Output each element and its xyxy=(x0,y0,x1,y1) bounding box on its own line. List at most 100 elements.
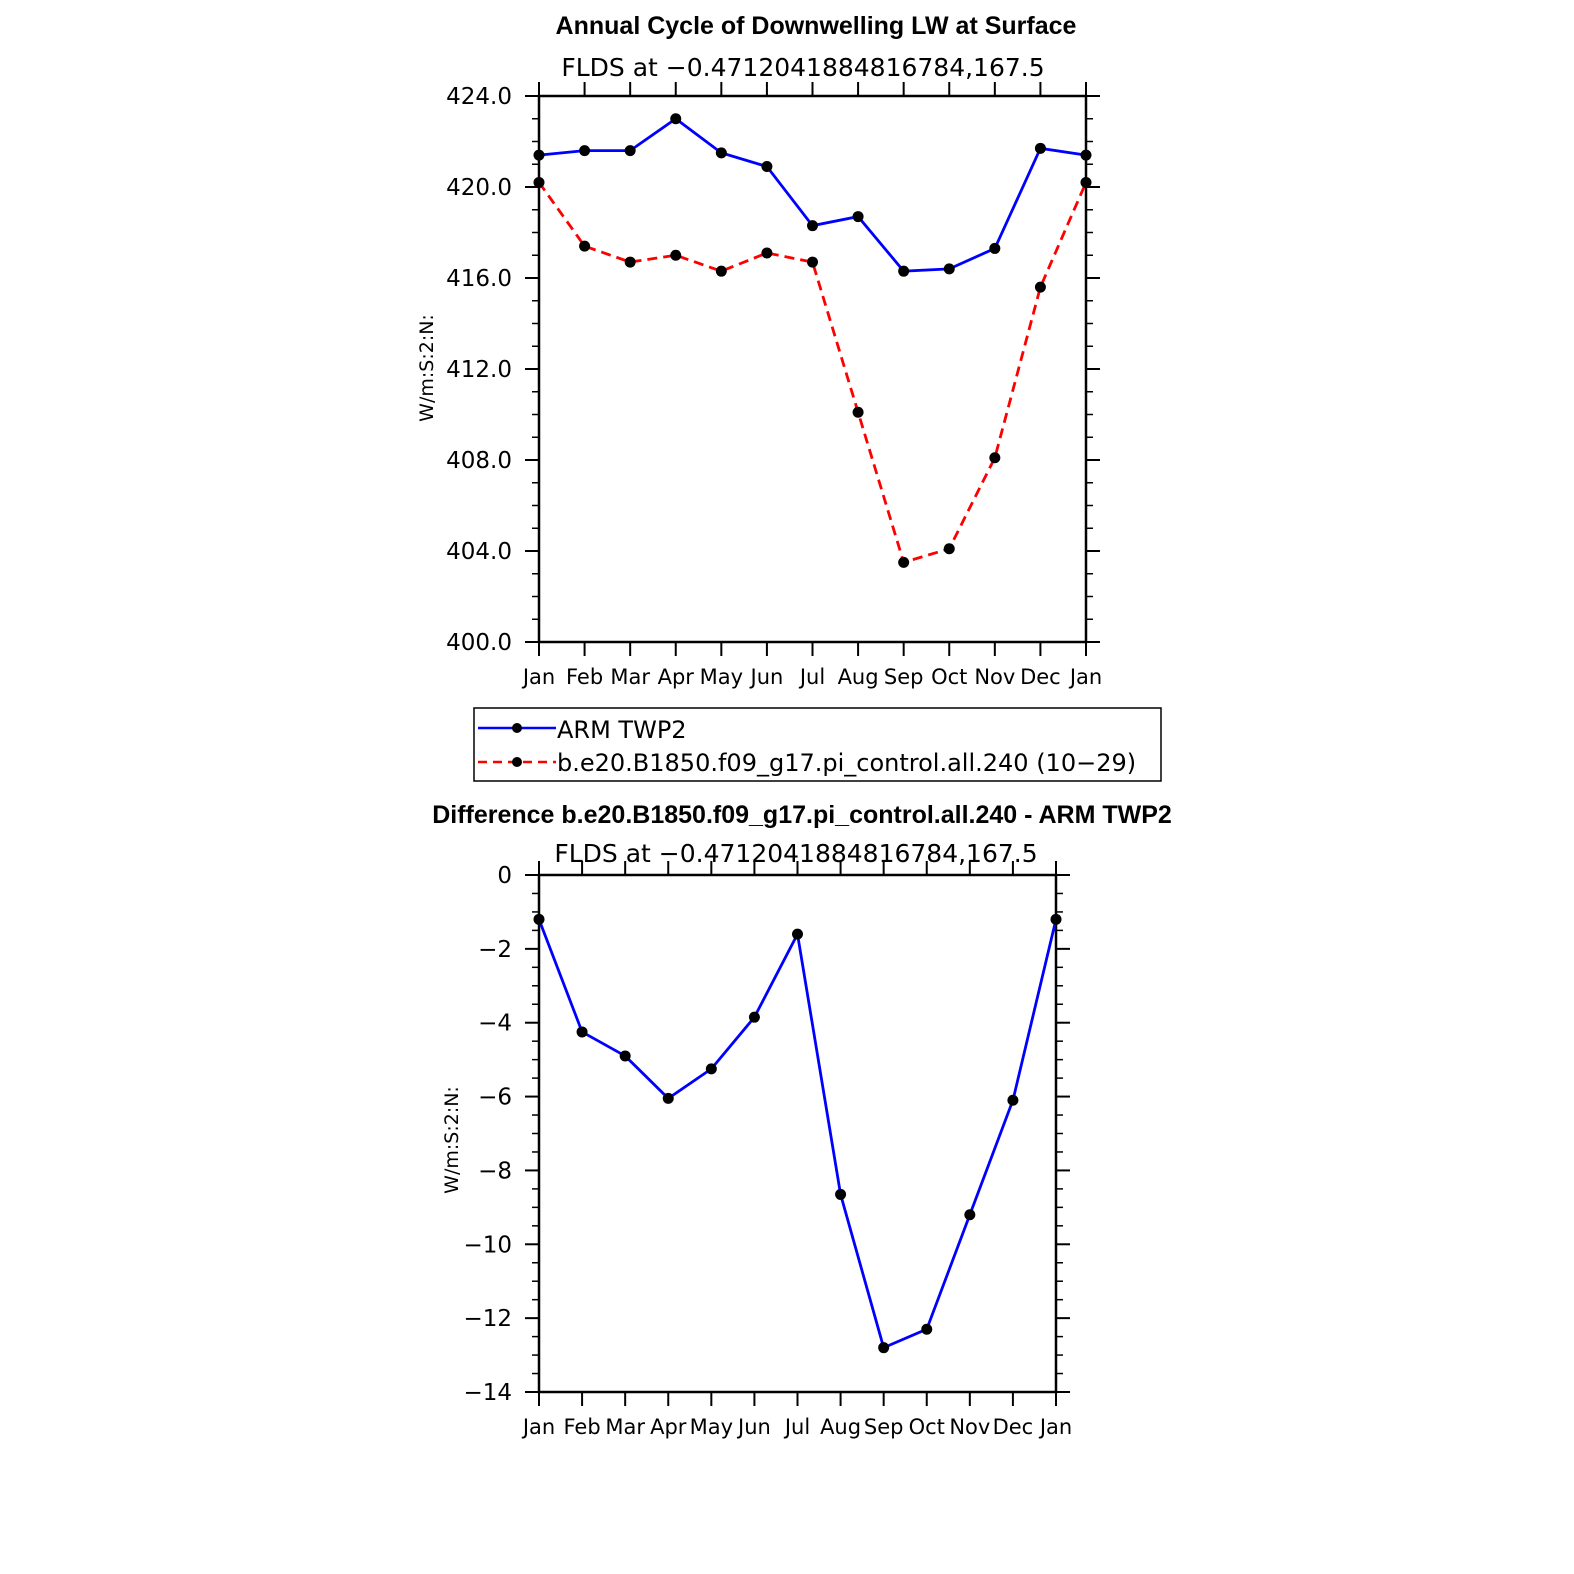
bottom-chart-ylabel: W/m:S:2:N: xyxy=(441,1086,463,1194)
bottom-chart-xtick-label: Feb xyxy=(563,1415,600,1439)
top-chart-ytick-label: 400.0 xyxy=(446,630,512,656)
top-chart-frame xyxy=(537,94,1088,644)
top-chart-series-0-point xyxy=(579,145,591,157)
top-chart-ytick-label: 416.0 xyxy=(446,266,512,292)
legend-marker-arm-twp2 xyxy=(512,723,522,733)
top-chart-xtick-label: Feb xyxy=(566,665,603,689)
bottom-chart-xtick-label: Dec xyxy=(993,1415,1034,1439)
bottom-chart-xtick-label: Mar xyxy=(605,1415,645,1439)
bottom-chart-series-0-point xyxy=(662,1092,674,1104)
bottom-chart-ytick-label: −2 xyxy=(478,937,512,963)
top-chart-series-0-point xyxy=(852,211,864,223)
bottom-chart-ytick-label: −12 xyxy=(463,1306,512,1332)
bottom-chart-series-0-point xyxy=(964,1209,976,1221)
top-chart-xtick-label: Jun xyxy=(749,665,784,689)
top-chart-series-1-point xyxy=(624,256,636,268)
bottom-chart-ytick-label: −4 xyxy=(478,1011,512,1037)
bottom-chart-series-0-point xyxy=(1050,913,1062,925)
top-chart-xtick-label: Jul xyxy=(798,665,825,689)
top-chart-series-0-point xyxy=(670,113,682,125)
top-chart-xtick-label: Jan xyxy=(1068,665,1102,689)
bottom-chart-series-0-point xyxy=(576,1026,588,1038)
top-chart-series-1-point xyxy=(579,240,591,252)
top-chart-series-0-point xyxy=(807,220,818,232)
top-chart-title: Annual Cycle of Downwelling LW at Surfac… xyxy=(556,12,1077,40)
top-chart-series-0-point xyxy=(1034,142,1046,154)
bottom-chart-xtick-label: May xyxy=(690,1415,733,1439)
legend-marker-model xyxy=(512,757,522,767)
top-chart-ytick-label: 408.0 xyxy=(446,448,512,474)
top-chart-series-0-point xyxy=(624,145,636,157)
bottom-chart-xtick-label: Oct xyxy=(909,1415,945,1439)
legend: ARM TWP2 b.e20.B1850.f09_g17.pi_control.… xyxy=(473,707,1162,782)
bottom-chart-xtick-label: Jan xyxy=(521,1415,555,1439)
top-chart-xtick-label: Nov xyxy=(974,665,1015,689)
top-chart-xtick-label: Apr xyxy=(658,665,695,689)
bottom-chart-xtick-label: Nov xyxy=(949,1415,990,1439)
bottom-chart-xtick-label: Jul xyxy=(783,1415,810,1439)
bottom-chart-xtick-label: Sep xyxy=(864,1415,904,1439)
top-chart-series-1-point xyxy=(761,247,773,259)
top-chart-series-0-point xyxy=(761,161,773,173)
top-chart-series-line-0 xyxy=(538,117,1087,273)
top-chart-xtick-label: May xyxy=(700,665,743,689)
bottom-chart-ytick-label: −8 xyxy=(478,1158,512,1184)
top-chart-series-1-point xyxy=(943,543,955,555)
top-chart-xtick-label: Jan xyxy=(521,665,555,689)
top-chart-series-1-point xyxy=(898,556,910,568)
bottom-chart-title: Difference b.e20.B1850.f09_g17.pi_contro… xyxy=(432,801,1172,829)
bottom-chart-xtick-label: Jun xyxy=(736,1415,771,1439)
bottom-chart-series-0-point xyxy=(792,928,803,940)
legend-label-model: b.e20.B1850.f09_g17.pi_control.all.240 (… xyxy=(557,749,1136,777)
top-chart-ytick-label: 424.0 xyxy=(446,84,512,110)
top-chart-series-1-point xyxy=(807,256,818,268)
top-chart-plot: 400.0 404.0 408.0 412.0 416.0 420.0 424.0 Jan Fe… xyxy=(446,82,1102,689)
bottom-chart-series-0-point xyxy=(705,1063,717,1075)
top-chart-xtick-label: Sep xyxy=(884,665,924,689)
top-chart-series-line-1 xyxy=(537,181,1088,565)
top-chart-series-0-point xyxy=(898,265,910,277)
top-chart-xtick-label: Aug xyxy=(838,665,879,689)
bottom-chart-subtitle: FLDS at −0.4712041884816784,167.5 xyxy=(554,839,1037,868)
bottom-chart-xtick-label: Jan xyxy=(1038,1415,1072,1439)
top-chart-series-1-point xyxy=(1034,281,1046,293)
top-chart-series-0-point xyxy=(989,242,1001,254)
top-chart-series-1-point xyxy=(670,249,682,261)
bottom-chart-series-0-point xyxy=(878,1342,890,1354)
bottom-chart-series-0-point xyxy=(748,1011,760,1023)
bottom-chart-series-0-point xyxy=(921,1323,933,1335)
top-chart-series-0-point xyxy=(533,149,545,161)
top-chart-subtitle: FLDS at −0.4712041884816784,167.5 xyxy=(561,53,1044,82)
top-chart-series-1-point xyxy=(1080,176,1092,188)
bottom-chart-frame xyxy=(537,873,1058,1394)
top-chart-ylabel: W/m:S:2:N: xyxy=(416,314,438,422)
top-chart-ytick-label: 412.0 xyxy=(446,357,512,383)
bottom-chart-ytick-label: 0 xyxy=(497,863,512,889)
bottom-chart-ytick-label: −10 xyxy=(463,1232,512,1258)
top-chart-ytick-label: 420.0 xyxy=(446,175,512,201)
legend-box xyxy=(473,707,1162,782)
top-chart-series-0-point xyxy=(1080,149,1092,161)
top-chart-xtick-label: Dec xyxy=(1020,665,1061,689)
bottom-chart-series-0-point xyxy=(835,1188,847,1200)
top-chart-xtick-label: Oct xyxy=(931,665,967,689)
top-chart-series-1-point xyxy=(533,176,545,188)
top-chart-series-1-point xyxy=(852,406,864,418)
top-chart-series-1-point xyxy=(989,452,1001,464)
bottom-chart-ytick-label: −6 xyxy=(478,1085,512,1111)
bottom-chart-xtick-label: Aug xyxy=(820,1415,861,1439)
bottom-chart-xtick-label: Apr xyxy=(650,1415,687,1439)
bottom-chart-ytick-label: −14 xyxy=(463,1380,512,1406)
top-chart-ytick-label: 404.0 xyxy=(446,539,512,565)
bottom-chart-series-0-point xyxy=(619,1050,631,1062)
top-chart-series-0-point xyxy=(943,263,955,275)
top-chart-series-1-point xyxy=(715,265,727,277)
top-chart-series-0-point xyxy=(715,147,727,159)
top-chart-xtick-label: Mar xyxy=(610,665,650,689)
bottom-chart-series-0-point xyxy=(1007,1094,1019,1106)
bottom-chart-plot: −14 −12 −10 −8 −6 −4 −2 0 Jan Feb Mar Apr May Jun Jul A… xyxy=(463,861,1072,1439)
legend-label-arm-twp2: ARM TWP2 xyxy=(557,716,687,744)
bottom-chart-series-line-0 xyxy=(537,918,1058,1350)
bottom-chart-series-0-point xyxy=(533,913,545,925)
